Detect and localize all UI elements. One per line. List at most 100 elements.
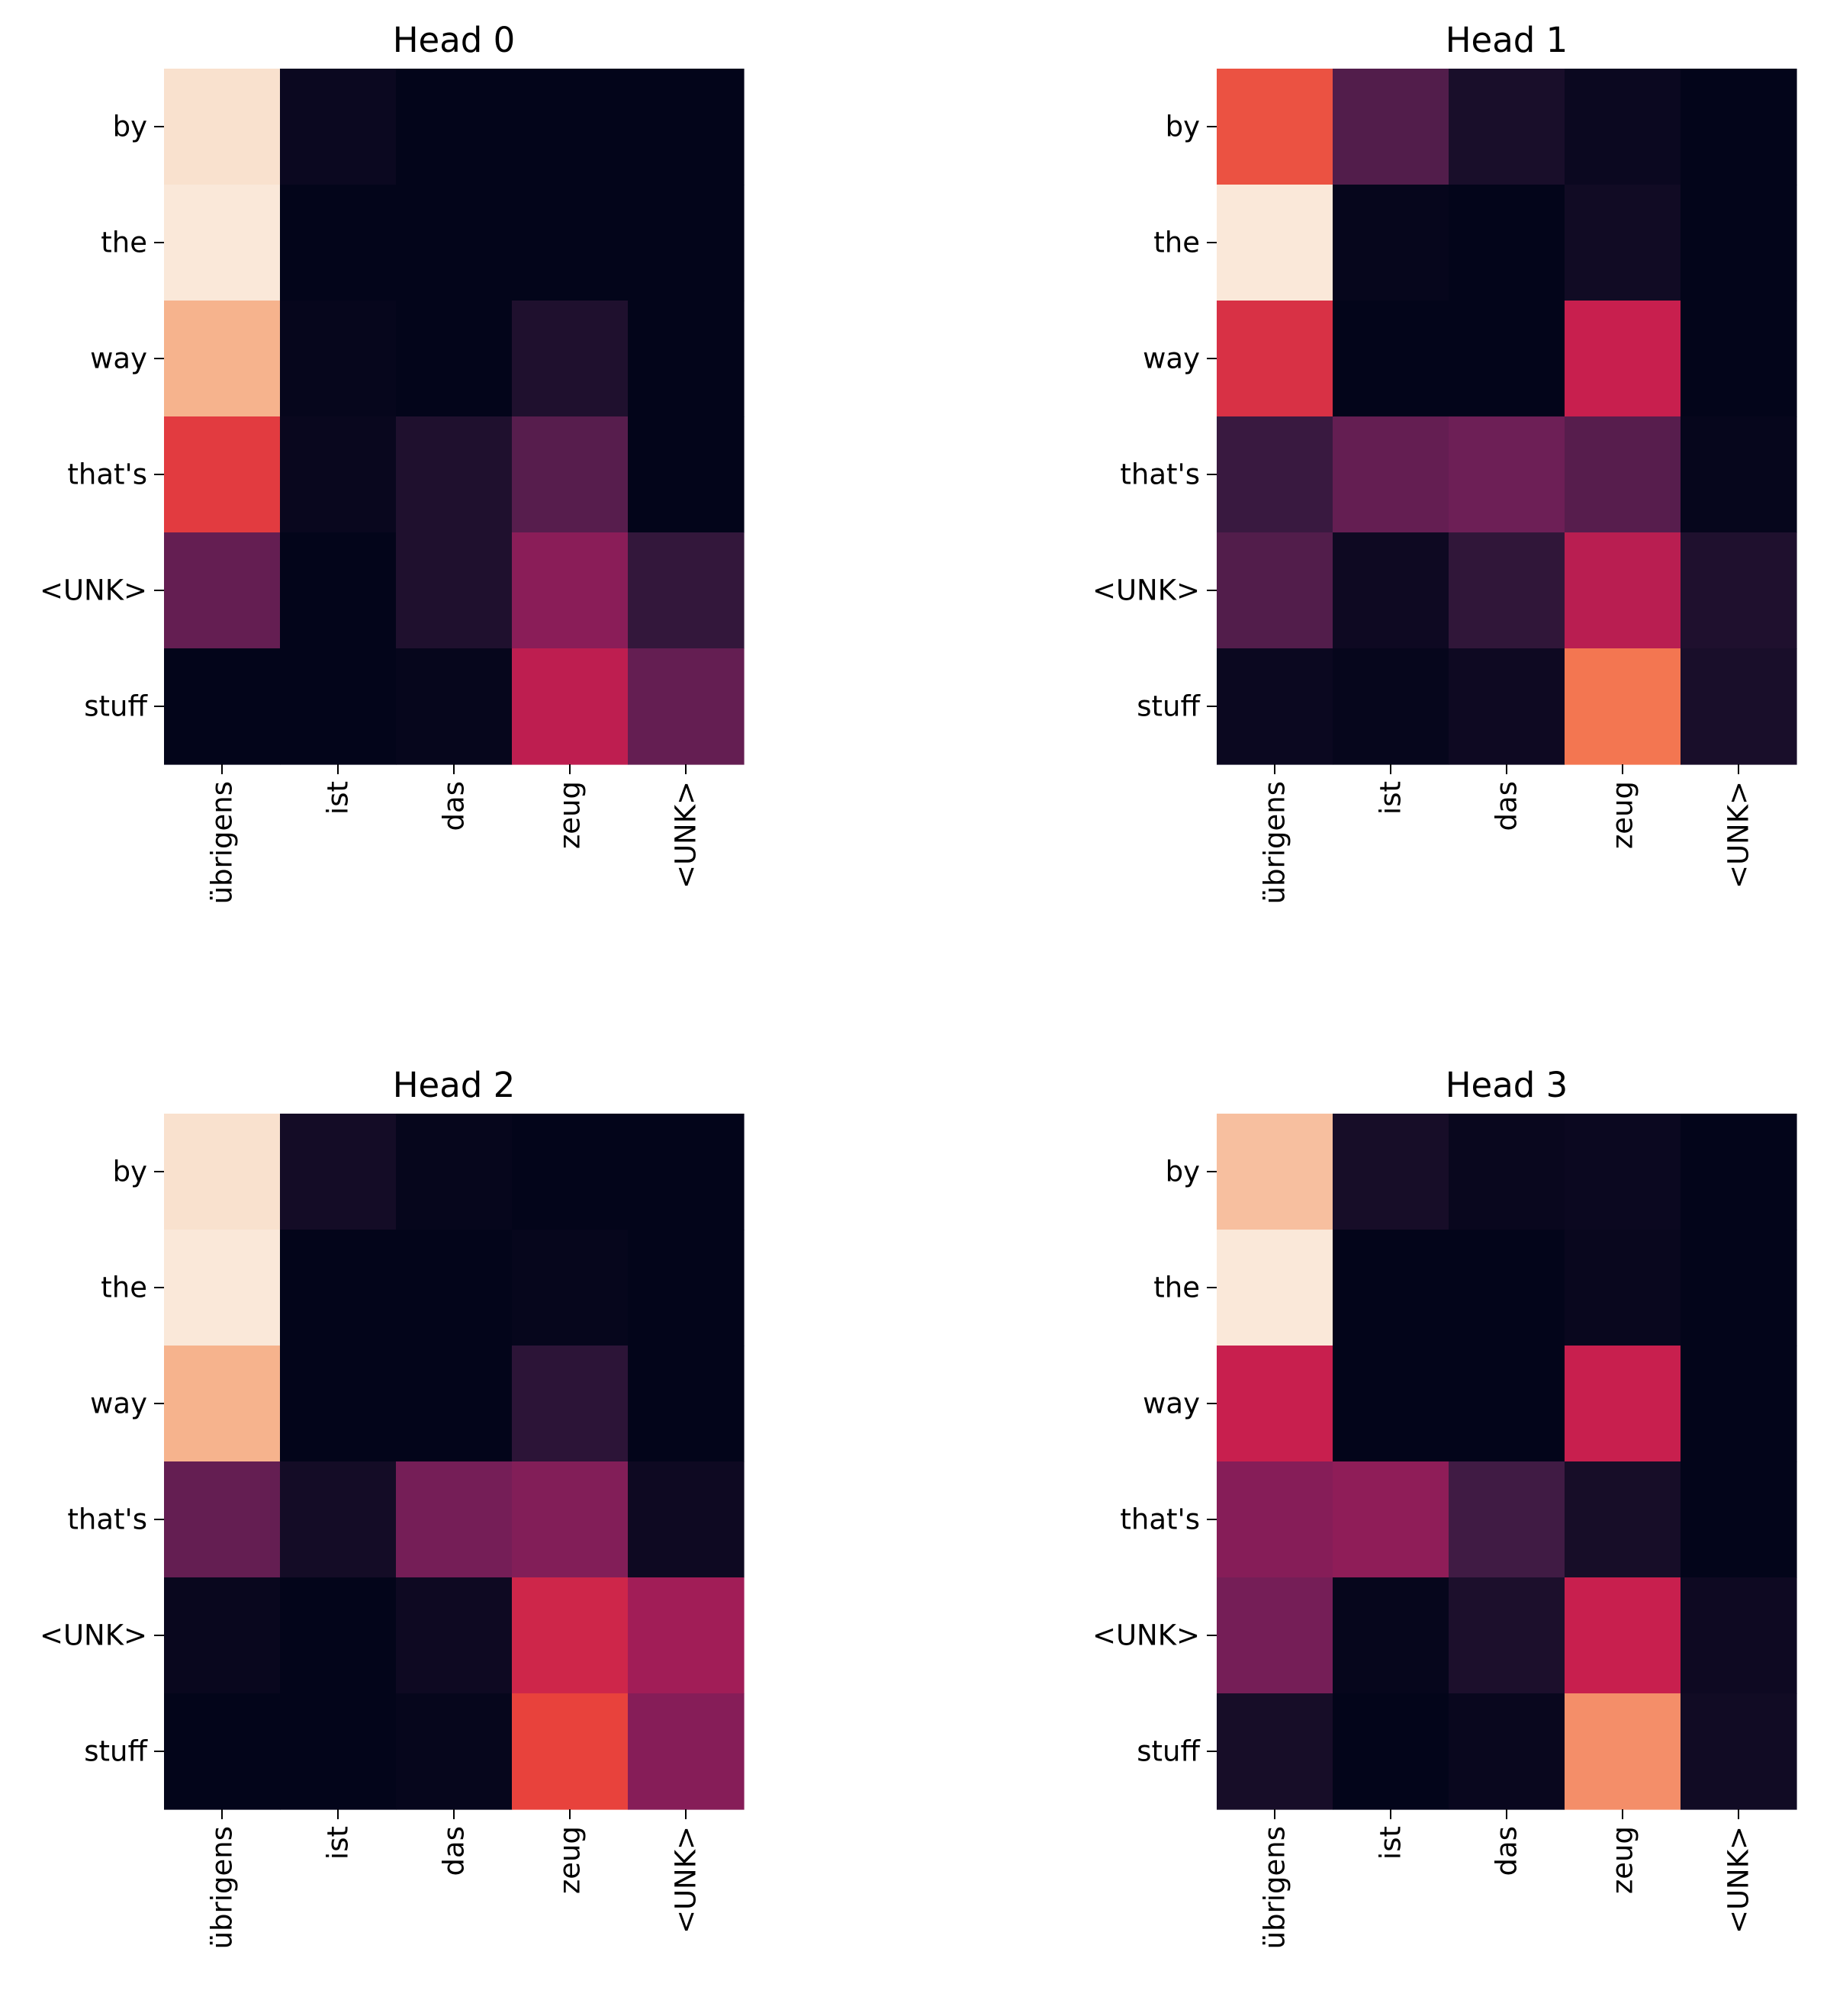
heatmap-panel: Head 1 by the way that's <UNK> stuff übrigens is… [1092,20,1797,904]
heatmap-cell [164,648,281,765]
heatmap-cell [1565,416,1681,533]
heatmap-cell [1333,416,1449,533]
heatmap-cell [1681,1577,1797,1694]
heatmap-cell [1449,1461,1565,1578]
heatmap-cell [1333,185,1449,301]
heatmap-cell [164,185,281,301]
x-tick-label: <UNK> [1722,781,1755,889]
heatmap-cell [1681,1230,1797,1346]
heatmap-cell [164,69,281,185]
heatmap-cell [1333,301,1449,417]
y-tick-label: stuff [1137,690,1201,723]
heatmap-cell [1333,1346,1449,1462]
heatmap-cell [1333,1577,1449,1694]
x-tick-label: <UNK> [670,781,703,889]
heatmap-cell [396,1346,513,1462]
heatmap-cell [164,416,281,533]
heatmap-cell [396,1230,513,1346]
x-tick-label: übrigens [1259,1826,1291,1949]
y-tick-label: that's [67,458,147,491]
heatmap-cell [1449,1693,1565,1810]
heatmap-cell [512,532,629,649]
x-tick-label: ist [1375,781,1407,815]
heatmap-cell [1565,648,1681,765]
heatmap-cell [1565,69,1681,185]
heatmap-panel: Head 0 by the way that's <UNK> stuff übrigens is… [40,20,745,904]
heatmap-cell [164,1230,281,1346]
y-tick-label: that's [67,1503,147,1536]
heatmap-cell [164,1114,281,1230]
y-tick-label: way [1143,342,1200,375]
heatmap-cell [1565,1693,1681,1810]
heatmap-cell [1449,301,1565,417]
heatmap-cell [1681,648,1797,765]
heatmap-cell [1217,1114,1333,1230]
y-tick-label: stuff [84,690,148,723]
heatmap-cell [628,416,745,533]
heatmap-cell [1449,1346,1565,1462]
heatmap-cell [1681,1693,1797,1810]
heatmap-cell [396,1461,513,1578]
heatmap-cell [628,1230,745,1346]
heatmap-cell [164,1461,281,1578]
heatmap-cell [1333,1114,1449,1230]
heatmap-cell [396,1114,513,1230]
x-tick-label: übrigens [206,1826,239,1949]
heatmap-cell [1449,416,1565,533]
heatmap-cell [280,416,397,533]
y-tick-label: the [1153,1272,1200,1304]
heatmap-cell [1217,1693,1333,1810]
heatmap-cell [280,69,397,185]
panel-title: Head 2 [393,1065,516,1105]
heatmap-cell [1565,301,1681,417]
heatmap-cell [1217,185,1333,301]
heatmap-panel: Head 3 by the way that's <UNK> stuff übrigens is… [1092,1065,1797,1949]
x-tick-label: das [438,781,471,831]
heatmap-cell [628,1461,745,1578]
heatmap-cell [1565,1577,1681,1694]
y-tick-label: that's [1120,1503,1200,1536]
heatmap-cell [164,1577,281,1694]
heatmap-cell [512,69,629,185]
heatmap-cell [512,1230,629,1346]
heatmap-cell [1565,1346,1681,1462]
heatmap-cell [628,532,745,649]
heatmap-cell [1565,1230,1681,1346]
heatmap-cell [396,69,513,185]
x-tick-label: <UNK> [1722,1826,1755,1934]
heatmap-cell [1681,69,1797,185]
y-tick-label: the [101,227,147,259]
heatmap-cell [1449,648,1565,765]
heatmap-cell [1217,1230,1333,1346]
heatmap-cell [396,532,513,649]
heatmap-cell [280,1346,397,1462]
heatmap-panel: Head 2 by the way that's <UNK> stuff übrigens is… [40,1065,745,1949]
panel-title: Head 0 [393,20,516,60]
heatmap-cell [1333,648,1449,765]
y-tick-label: the [1153,227,1200,259]
heatmap-cell [1681,301,1797,417]
heatmap-cell [1681,416,1797,533]
heatmap-cell [1217,301,1333,417]
y-tick-label: by [113,1156,147,1188]
x-tick-label: zeug [1607,781,1639,849]
heatmap-cell [280,532,397,649]
panel-title: Head 3 [1446,1065,1568,1105]
heatmap-cell [396,1693,513,1810]
heatmap-cell [628,69,745,185]
heatmap-cell [280,185,397,301]
x-tick-label: ist [1375,1826,1407,1860]
heatmap-cell [280,1577,397,1694]
heatmap-cell [396,648,513,765]
y-tick-label: the [101,1272,147,1304]
heatmap-cell [280,1461,397,1578]
heatmap-cell [628,1114,745,1230]
heatmap-cell [512,1114,629,1230]
y-tick-label: way [1143,1387,1200,1420]
heatmap-cell [512,1693,629,1810]
heatmap-cell [512,301,629,417]
x-tick-label: zeug [1607,1826,1639,1894]
heatmap-cell [1217,532,1333,649]
heatmap-cell [164,301,281,417]
x-tick-label: übrigens [206,781,239,904]
